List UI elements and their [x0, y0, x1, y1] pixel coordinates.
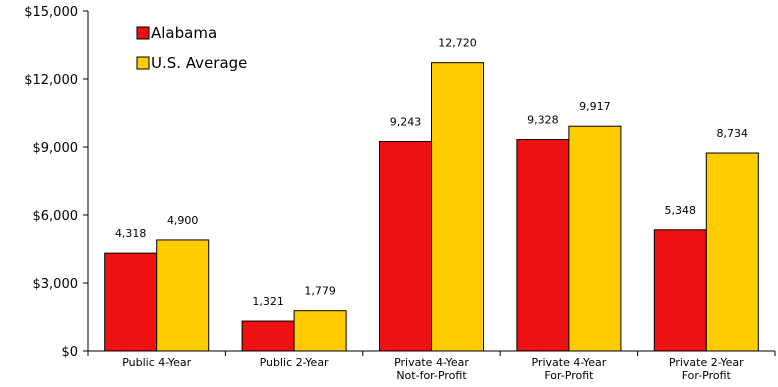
bar-u-s-average [705, 152, 759, 352]
data-label: 1,321 [252, 295, 284, 308]
bar-alabama [379, 140, 432, 352]
y-tick-label: $15,000 [24, 5, 78, 20]
x-tick-label: Public 2-Year [260, 356, 329, 369]
legend-swatch [136, 26, 150, 40]
y-tick-label: $6,000 [33, 209, 79, 224]
x-tick-label: Private 4-Year [531, 356, 606, 369]
bar-alabama [241, 320, 295, 352]
bar-u-s-average [431, 62, 484, 352]
data-label: 5,348 [665, 204, 697, 217]
y-tick-label: $0 [61, 345, 78, 360]
x-tick-label: Public 4-Year [122, 356, 191, 369]
data-label: 12,720 [438, 37, 477, 50]
y-tick-label: $12,000 [24, 73, 78, 88]
y-tick-label: $3,000 [33, 277, 79, 292]
bar-alabama [104, 252, 158, 352]
bar-u-s-average [156, 239, 210, 352]
y-tick-label: $9,000 [33, 141, 79, 156]
data-label: 8,734 [717, 127, 749, 140]
legend-label: U.S. Average [151, 54, 247, 72]
data-label: 9,917 [579, 100, 611, 113]
bar-alabama [516, 139, 570, 352]
x-tick-label: For-Profit [682, 369, 732, 382]
x-tick-label: Private 4-Year [394, 356, 469, 369]
data-label: 1,779 [304, 285, 336, 298]
chart-data-labels: 4,318 1,321 9,243 9,328 5,348 4,900 1,779 12,72… [115, 37, 748, 308]
x-tick-label: For-Profit [544, 369, 594, 382]
chart-bars [104, 62, 759, 352]
data-label: 9,243 [390, 115, 422, 128]
x-tick-label: Not-for-Profit [396, 369, 467, 382]
x-tick-label: Private 2-Year [669, 356, 744, 369]
data-label: 9,328 [527, 114, 559, 127]
legend-swatch [136, 56, 150, 70]
data-label: 4,318 [115, 227, 147, 240]
legend-label: Alabama [151, 24, 217, 42]
data-label: 4,900 [167, 214, 199, 227]
chart-axes: $0 $3,000 $6,000 $9,000 $12,000 $15,000 Public… [24, 5, 776, 382]
bar-u-s-average [568, 125, 622, 352]
chart-legend: Alabama U.S. Average [136, 24, 247, 72]
bar-u-s-average [293, 310, 347, 352]
bar-alabama [653, 229, 707, 352]
